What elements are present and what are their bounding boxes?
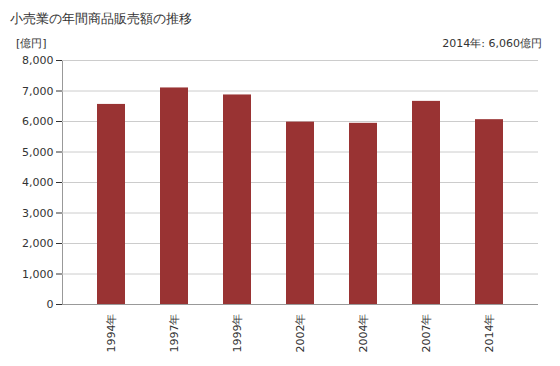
svg-text:1994年: 1994年 (105, 314, 118, 353)
svg-text:2004年: 2004年 (357, 314, 370, 353)
svg-text:1997年: 1997年 (168, 314, 181, 353)
svg-text:1,000: 1,000 (22, 268, 54, 281)
svg-text:6,000: 6,000 (22, 115, 54, 128)
svg-text:2007年: 2007年 (420, 314, 433, 353)
html-text:小売業の年間商品販売額の推移: 小売業の年間商品販売額の推移 (10, 11, 192, 26)
svg-text:7,000: 7,000 (22, 85, 54, 98)
svg-text:8,000: 8,000 (22, 54, 54, 67)
html-text:2014年: 6,060億円: 2014年: 6,060億円 (442, 37, 542, 50)
svg-text:2014年: 2014年 (483, 314, 496, 353)
html-text:[億円]: [億円] (16, 37, 47, 50)
svg-text:0: 0 (47, 298, 54, 311)
svg-text:4,000: 4,000 (22, 176, 54, 189)
svg-text:2002年: 2002年 (294, 314, 307, 353)
svg-text:1999年: 1999年 (231, 314, 244, 353)
svg-text:2,000: 2,000 (22, 237, 54, 250)
svg-text:5,000: 5,000 (22, 146, 54, 159)
svg-text:3,000: 3,000 (22, 207, 54, 220)
